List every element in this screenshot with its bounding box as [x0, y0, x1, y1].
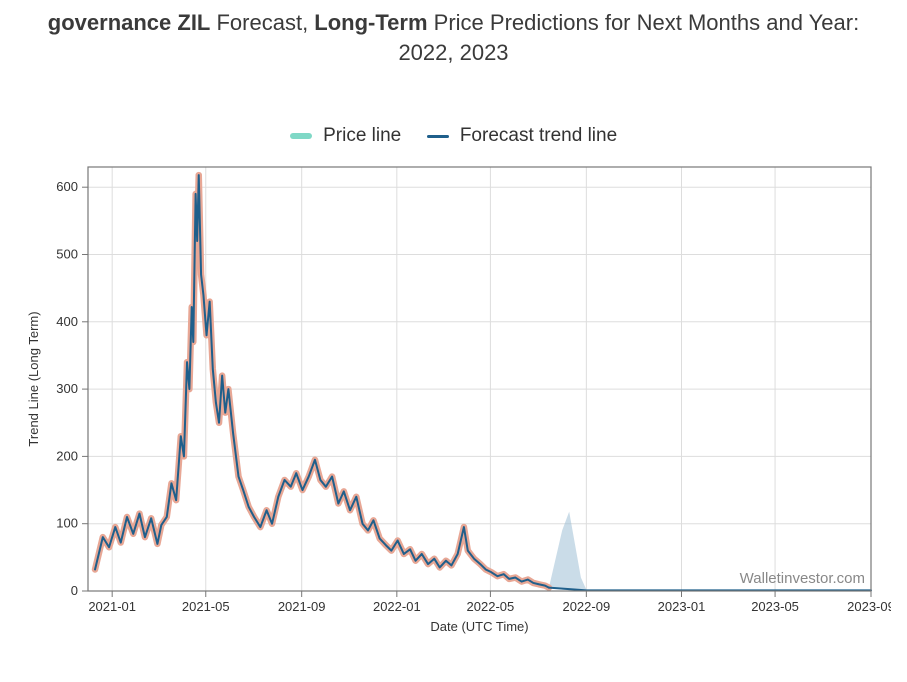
chart-legend: Price line Forecast trend line [0, 125, 907, 147]
svg-text:Date (UTC Time): Date (UTC Time) [430, 619, 528, 634]
svg-text:2022-09: 2022-09 [562, 599, 610, 614]
svg-text:Walletinvestor.com: Walletinvestor.com [740, 570, 865, 587]
svg-text:500: 500 [56, 247, 78, 262]
page-title: governance ZIL Forecast, Long-Term Price… [30, 8, 877, 67]
svg-text:2023-05: 2023-05 [751, 599, 799, 614]
legend-item-forecast: Forecast trend line [427, 125, 618, 147]
svg-text:2021-09: 2021-09 [278, 599, 326, 614]
legend-swatch-price [290, 133, 312, 139]
legend-item-price: Price line [290, 125, 401, 147]
chart-container: 0 100 200 300 400 500 600 2021-01 2021-05 2021-09… [16, 157, 891, 647]
svg-text:Trend Line (Long Term): Trend Line (Long Term) [26, 312, 41, 447]
legend-label-forecast: Forecast trend line [460, 125, 617, 146]
svg-text:400: 400 [56, 314, 78, 329]
svg-text:2022-05: 2022-05 [467, 599, 515, 614]
svg-text:100: 100 [56, 516, 78, 531]
svg-text:600: 600 [56, 180, 78, 195]
svg-text:2023-09: 2023-09 [847, 599, 891, 614]
legend-swatch-forecast [427, 135, 449, 138]
svg-text:0: 0 [71, 583, 78, 598]
svg-text:2021-01: 2021-01 [88, 599, 136, 614]
forecast-chart: 0 100 200 300 400 500 600 2021-01 2021-05 2021-09… [16, 157, 891, 647]
legend-label-price: Price line [323, 125, 401, 146]
svg-text:2023-01: 2023-01 [658, 599, 706, 614]
svg-text:300: 300 [56, 381, 78, 396]
svg-text:2021-05: 2021-05 [182, 599, 230, 614]
svg-text:200: 200 [56, 449, 78, 464]
svg-text:2022-01: 2022-01 [373, 599, 421, 614]
